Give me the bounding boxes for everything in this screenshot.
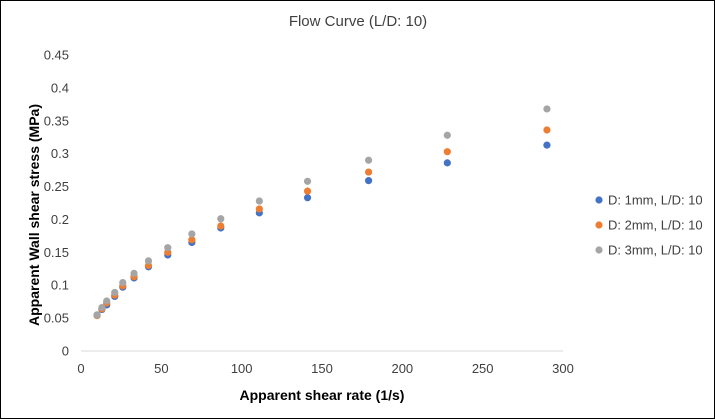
data-point-series-3 <box>119 278 127 287</box>
data-points <box>93 105 551 320</box>
data-point-series-3 <box>93 311 101 319</box>
x-tick-label: 50 <box>154 361 168 376</box>
data-point-series-3 <box>443 131 451 139</box>
x-tick-label: 150 <box>311 361 333 376</box>
data-point-series-3 <box>164 244 172 252</box>
data-point-series-3 <box>303 177 312 185</box>
data-point-series-3 <box>364 156 373 164</box>
x-tick-label: 200 <box>391 361 413 376</box>
x-tick-label: 100 <box>231 361 253 376</box>
legend-label-series-2: D: 2mm, L/D: 10 <box>608 218 703 233</box>
x-tick-label: 250 <box>472 361 494 376</box>
data-point-series-2 <box>217 222 225 230</box>
data-point-series-1 <box>364 177 373 185</box>
y-tick-label: 0.45 <box>44 48 69 63</box>
data-point-series-1 <box>303 194 312 202</box>
y-tick-label: 0.35 <box>44 113 69 128</box>
data-point-series-3 <box>144 257 153 265</box>
y-tick-label: 0 <box>62 344 69 359</box>
legend-marker-series-1 <box>595 196 603 204</box>
data-point-series-2 <box>543 126 551 134</box>
legend-label-series-1: D: 1mm, L/D: 10 <box>608 193 703 208</box>
x-tick-label: 300 <box>552 361 574 376</box>
y-tick-label: 0.3 <box>51 146 69 161</box>
data-point-series-2 <box>303 187 312 195</box>
data-point-series-3 <box>255 197 263 205</box>
y-tick-label: 0.1 <box>51 278 69 293</box>
legend-label-series-3: D: 3mm, L/D: 10 <box>608 243 703 258</box>
y-tick-label: 0.15 <box>44 245 69 260</box>
plot-area: 0 0.05 0.1 0.15 0.2 0.25 0.3 0.35 0.4 0.45 0 50 100… <box>44 48 574 377</box>
data-point-series-3 <box>543 105 551 113</box>
y-axis-title: Apparent Wall shear stress (MPa) <box>26 104 42 326</box>
data-point-series-2 <box>188 236 196 244</box>
data-point-series-3 <box>103 297 111 305</box>
legend: D: 1mm, L/D: 10 D: 2mm, L/D: 10 D: 3mm, L/… <box>595 193 703 258</box>
data-point-series-2 <box>443 148 451 156</box>
data-point-series-2 <box>364 168 373 176</box>
x-tick-label: 0 <box>77 361 84 376</box>
data-point-series-3 <box>111 288 119 297</box>
x-tick-labels: 0 50 100 150 200 250 300 <box>77 361 573 376</box>
y-tick-label: 0.25 <box>44 179 69 194</box>
data-point-series-3 <box>188 230 196 238</box>
data-point-series-2 <box>255 205 263 213</box>
data-point-series-1 <box>543 141 551 149</box>
chart-title: Flow Curve (L/D: 10) <box>289 13 427 30</box>
legend-marker-series-3 <box>595 246 603 254</box>
legend-marker-series-2 <box>595 221 603 229</box>
data-point-series-3 <box>98 303 106 312</box>
y-tick-label: 0.05 <box>44 311 69 326</box>
y-tick-label: 0.4 <box>51 80 69 95</box>
y-tick-label: 0.2 <box>51 212 69 227</box>
data-point-series-3 <box>217 215 225 223</box>
x-axis-title: Apparent shear rate (1/s) <box>240 387 405 403</box>
data-point-series-1 <box>443 159 451 167</box>
y-tick-labels: 0 0.05 0.1 0.15 0.2 0.25 0.3 0.35 0.4 0.45 <box>44 48 69 359</box>
data-point-series-3 <box>130 269 138 277</box>
